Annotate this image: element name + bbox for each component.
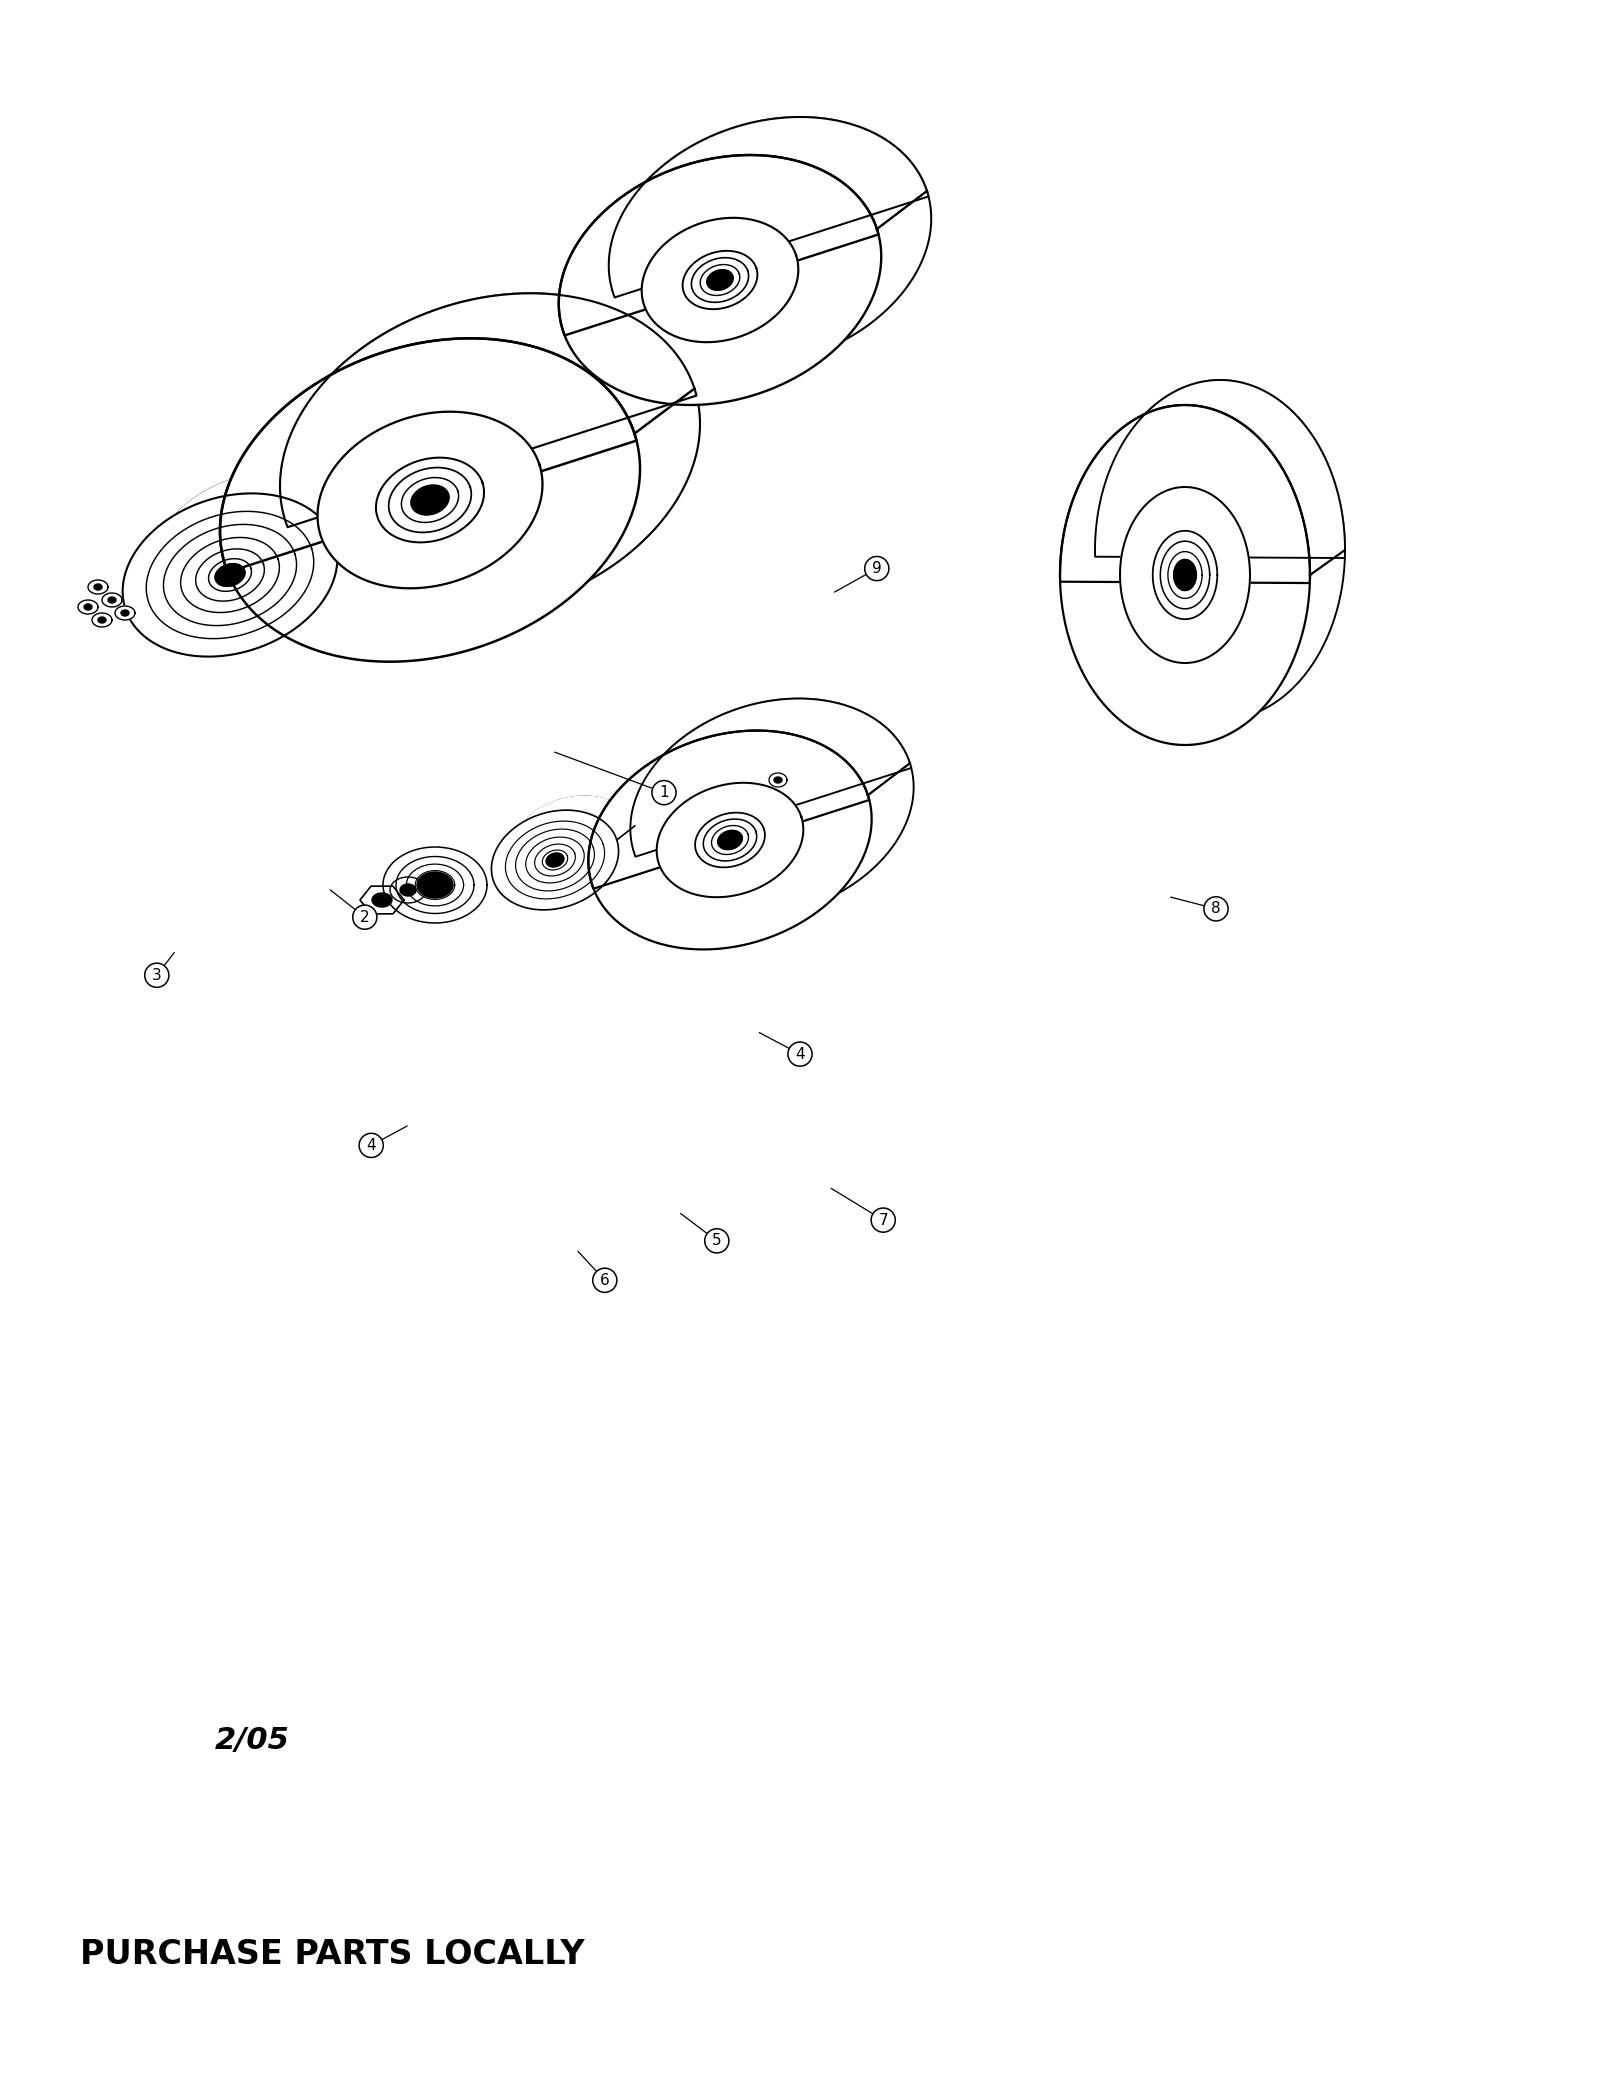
- Polygon shape: [1061, 405, 1310, 745]
- Polygon shape: [707, 270, 733, 290]
- Polygon shape: [546, 853, 563, 867]
- Polygon shape: [123, 471, 363, 612]
- Polygon shape: [78, 600, 98, 614]
- Polygon shape: [418, 872, 453, 898]
- Polygon shape: [558, 156, 882, 405]
- Polygon shape: [88, 581, 109, 593]
- Polygon shape: [656, 782, 803, 896]
- Text: 6: 6: [600, 1272, 610, 1289]
- Text: 8: 8: [1211, 901, 1221, 917]
- Polygon shape: [608, 116, 931, 367]
- Polygon shape: [214, 564, 245, 587]
- Text: 2/05: 2/05: [214, 1726, 290, 1755]
- Text: 7: 7: [878, 1212, 888, 1228]
- Polygon shape: [219, 293, 696, 573]
- Polygon shape: [109, 598, 115, 604]
- Polygon shape: [416, 872, 454, 898]
- Polygon shape: [406, 863, 464, 907]
- Polygon shape: [509, 797, 637, 896]
- Text: 4: 4: [366, 1137, 376, 1154]
- Polygon shape: [93, 612, 112, 627]
- Polygon shape: [94, 583, 102, 589]
- Polygon shape: [360, 886, 403, 913]
- Polygon shape: [122, 610, 130, 616]
- Polygon shape: [317, 411, 542, 589]
- Text: 9: 9: [872, 560, 882, 577]
- Polygon shape: [642, 218, 798, 342]
- Polygon shape: [589, 699, 912, 888]
- Text: 1: 1: [659, 784, 669, 801]
- Polygon shape: [390, 878, 426, 903]
- Polygon shape: [373, 892, 392, 907]
- Polygon shape: [411, 486, 450, 515]
- Polygon shape: [774, 776, 782, 782]
- Polygon shape: [280, 293, 701, 616]
- Text: 2: 2: [360, 909, 370, 925]
- Polygon shape: [630, 699, 914, 917]
- Text: 5: 5: [712, 1233, 722, 1249]
- Polygon shape: [718, 830, 742, 849]
- Polygon shape: [85, 604, 93, 610]
- Text: PURCHASE PARTS LOCALLY: PURCHASE PARTS LOCALLY: [80, 1938, 584, 1971]
- Polygon shape: [98, 616, 106, 622]
- Polygon shape: [115, 606, 134, 620]
- Polygon shape: [102, 593, 122, 608]
- Polygon shape: [589, 730, 872, 950]
- Polygon shape: [397, 857, 474, 913]
- Polygon shape: [491, 809, 619, 909]
- Text: 3: 3: [152, 967, 162, 984]
- Polygon shape: [150, 471, 365, 635]
- Polygon shape: [558, 116, 928, 336]
- Polygon shape: [1174, 560, 1197, 591]
- Polygon shape: [770, 774, 787, 786]
- Polygon shape: [1061, 380, 1346, 583]
- Text: 4: 4: [795, 1046, 805, 1062]
- Polygon shape: [1120, 488, 1250, 664]
- Polygon shape: [382, 847, 486, 923]
- Polygon shape: [123, 494, 338, 656]
- Polygon shape: [400, 884, 416, 896]
- Polygon shape: [491, 797, 635, 882]
- Polygon shape: [219, 338, 640, 662]
- Polygon shape: [1094, 380, 1346, 720]
